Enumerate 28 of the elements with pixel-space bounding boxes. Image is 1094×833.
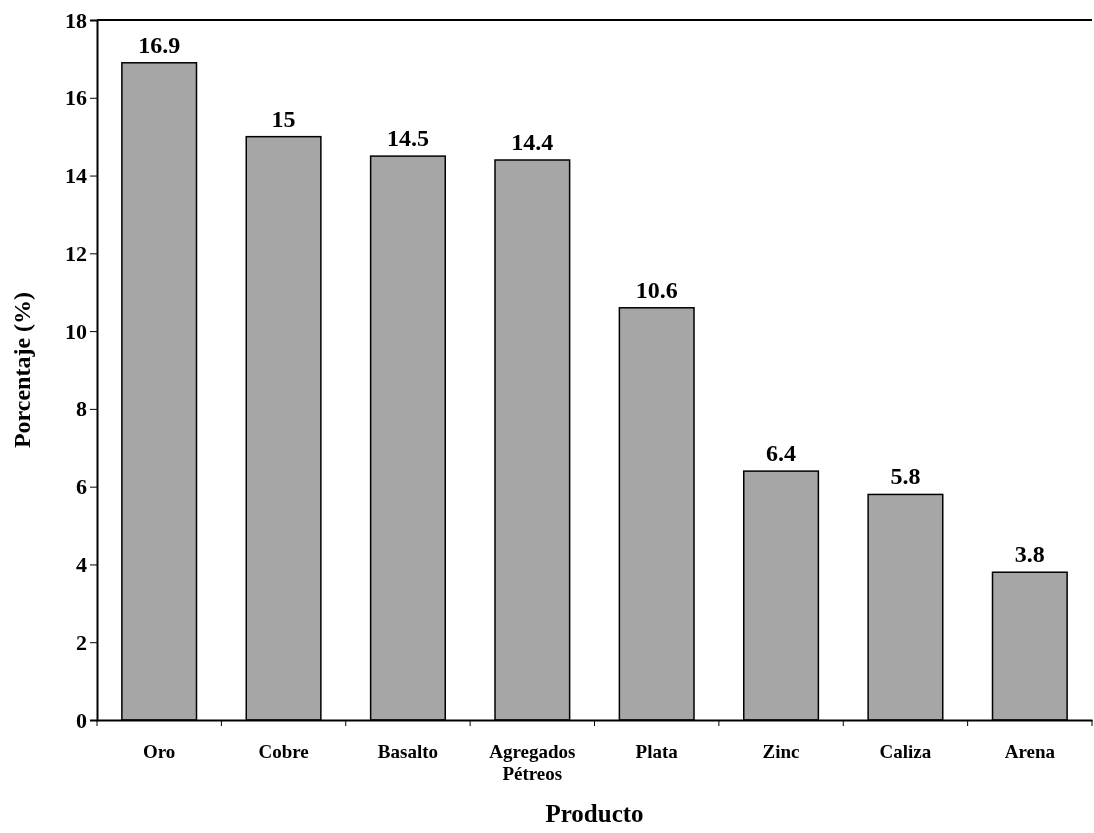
- data-label: 6.4: [766, 440, 797, 467]
- x-tick-label: Oro: [143, 741, 176, 762]
- y-tick-label: 10: [65, 318, 87, 344]
- y-tick-label: 16: [65, 85, 87, 111]
- x-axis-title: Producto: [545, 800, 644, 827]
- y-tick-label: 14: [65, 163, 87, 189]
- y-tick-label: 6: [76, 474, 87, 500]
- data-label: 15: [271, 105, 296, 132]
- data-label: 14.5: [386, 125, 429, 152]
- y-tick-label: 8: [76, 396, 87, 422]
- data-label: 3.8: [1014, 541, 1045, 568]
- y-tick-label: 18: [65, 7, 87, 33]
- x-tick-label: Plata: [635, 741, 679, 762]
- y-tick-label: 2: [76, 629, 87, 655]
- y-tick-label: 4: [76, 551, 87, 577]
- data-label: 16.9: [138, 31, 181, 58]
- y-tick-label: 0: [76, 707, 87, 733]
- x-tick-label: Caliza: [879, 741, 932, 762]
- data-label: 10.6: [635, 276, 678, 303]
- x-tick-label: Cobre: [258, 741, 309, 762]
- y-axis-title: Porcentaje (%): [9, 291, 35, 449]
- x-tick-label: Arena: [1004, 741, 1056, 762]
- x-tick-label: Basalto: [377, 741, 439, 762]
- y-tick-label: 12: [65, 240, 87, 266]
- data-label: 5.8: [890, 463, 921, 490]
- data-label: 14.4: [511, 129, 554, 155]
- x-tick-label: Zinc: [762, 741, 800, 762]
- x-tick-label: Agregados Pétreos: [489, 741, 576, 784]
